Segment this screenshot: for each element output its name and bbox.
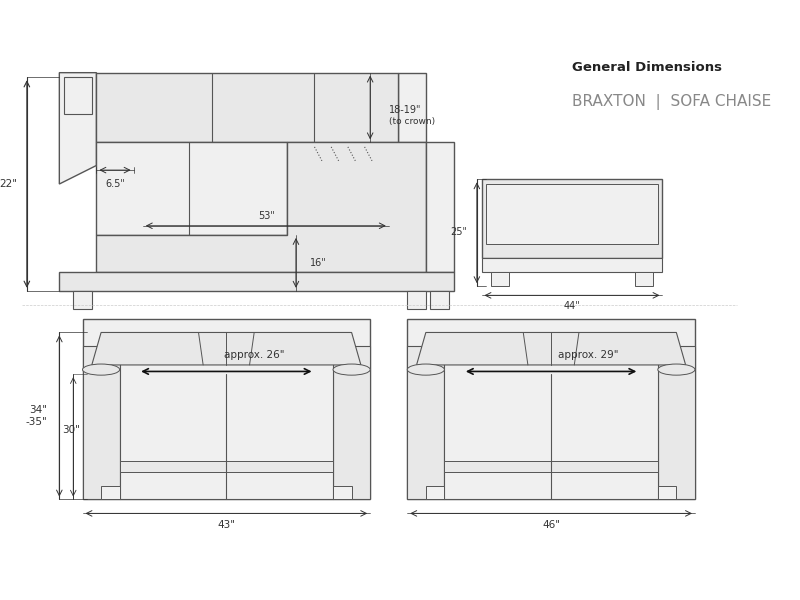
Bar [407, 291, 426, 309]
Text: 30": 30" [62, 425, 80, 435]
Bar [333, 346, 370, 499]
Bar [426, 485, 444, 499]
Bar [74, 291, 92, 309]
Bar [407, 346, 444, 499]
Ellipse shape [333, 364, 370, 375]
Text: 6.5": 6.5" [105, 179, 125, 189]
Polygon shape [482, 179, 662, 258]
Bar [444, 346, 658, 499]
Polygon shape [398, 73, 426, 142]
Polygon shape [59, 272, 454, 291]
Text: BRAXTON  |  SOFA CHAISE: BRAXTON | SOFA CHAISE [573, 94, 772, 110]
Bar [444, 461, 658, 472]
Text: 18-19": 18-19" [389, 105, 422, 115]
Polygon shape [417, 332, 686, 365]
Bar [120, 461, 333, 472]
Bar [120, 346, 333, 499]
Polygon shape [97, 73, 398, 142]
Polygon shape [59, 73, 97, 184]
Polygon shape [97, 142, 286, 235]
Ellipse shape [658, 364, 695, 375]
Bar [333, 485, 352, 499]
Text: 22": 22" [0, 179, 18, 189]
Bar [82, 319, 370, 499]
Bar [407, 319, 695, 499]
Polygon shape [92, 332, 361, 365]
Bar [658, 346, 695, 499]
Bar [490, 272, 510, 286]
Bar [430, 291, 449, 309]
Polygon shape [64, 77, 92, 115]
Text: (to crown): (to crown) [389, 118, 435, 127]
Polygon shape [97, 142, 426, 272]
Ellipse shape [407, 364, 444, 375]
Bar [82, 346, 120, 499]
Text: 34"
-35": 34" -35" [26, 405, 47, 427]
Text: 53": 53" [258, 211, 274, 221]
Bar [658, 485, 676, 499]
Text: 44": 44" [563, 301, 580, 311]
Text: 25": 25" [450, 227, 467, 237]
Polygon shape [486, 184, 658, 244]
Text: 43": 43" [218, 520, 235, 530]
Polygon shape [482, 258, 662, 272]
Text: General Dimensions: General Dimensions [573, 61, 722, 74]
Text: 46": 46" [542, 520, 560, 530]
Text: approx. 29": approx. 29" [558, 350, 618, 360]
Bar [634, 272, 653, 286]
Text: approx. 26": approx. 26" [224, 350, 285, 360]
Text: 16": 16" [310, 258, 326, 268]
Ellipse shape [82, 364, 120, 375]
Bar [101, 485, 120, 499]
Polygon shape [426, 142, 454, 272]
